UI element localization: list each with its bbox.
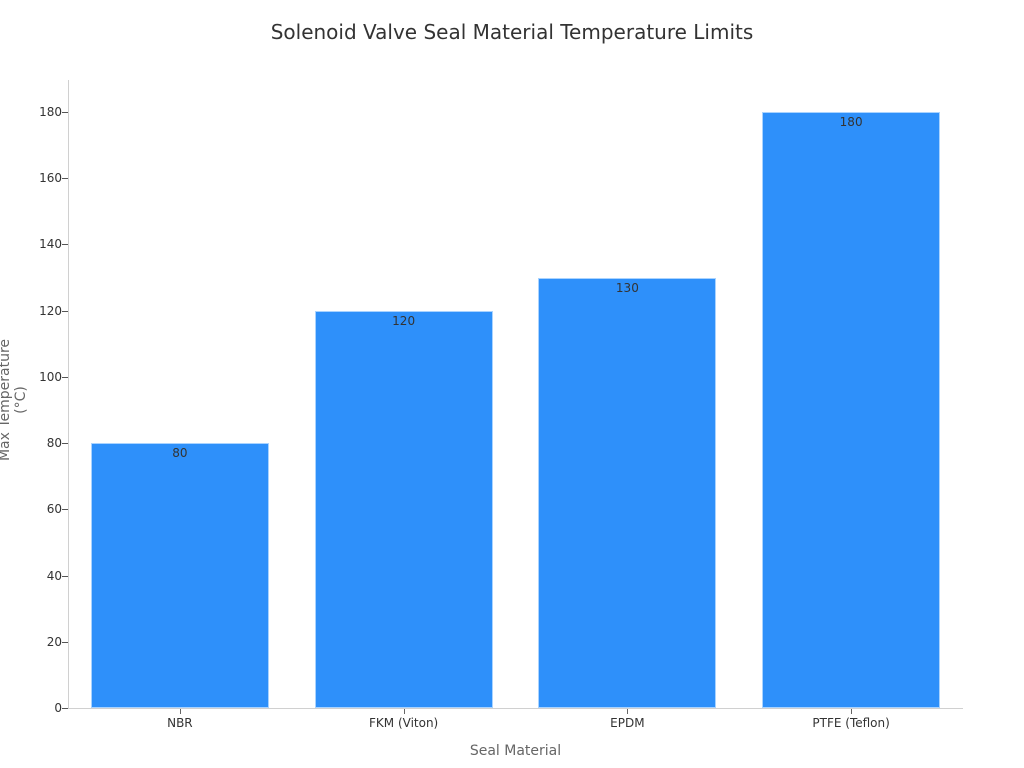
y-tick-mark — [62, 641, 68, 643]
bar — [90, 443, 269, 708]
y-tick-label: 20 — [46, 634, 62, 649]
y-tick-label: 160 — [39, 171, 62, 186]
x-tick-label: EPDM — [610, 716, 645, 730]
bar-value-label: 130 — [615, 280, 639, 295]
y-tick-label: 0 — [54, 701, 62, 715]
y-tick-mark — [62, 310, 68, 312]
bar — [314, 310, 493, 708]
bar-value-label: 180 — [839, 115, 863, 129]
bar — [762, 112, 941, 708]
bar-value-label: 80 — [172, 446, 188, 461]
x-axis-label: Seal Material — [469, 743, 562, 759]
y-axis-label: Max Temperature (°C) — [0, 338, 29, 462]
y-axis-line — [68, 80, 69, 708]
y-tick-label: 80 — [46, 436, 62, 451]
chart-title: Solenoid Valve Seal Material Temperature… — [270, 20, 754, 44]
y-tick-mark — [62, 509, 68, 511]
y-tick-mark — [62, 708, 68, 709]
y-tick-label: 180 — [39, 105, 62, 119]
x-tick-label: FKM (Viton) — [369, 716, 439, 730]
y-tick-mark — [62, 178, 68, 180]
y-tick-label: 140 — [39, 237, 62, 252]
x-tick-mark — [179, 709, 181, 714]
y-tick-mark — [62, 244, 68, 246]
x-tick-mark — [627, 709, 629, 714]
y-tick-mark — [62, 112, 68, 113]
x-tick-mark — [851, 709, 853, 714]
x-tick-mark — [403, 709, 405, 714]
bar-value-label: 120 — [392, 313, 416, 328]
x-axis-line — [68, 708, 963, 709]
y-tick-mark — [62, 376, 68, 378]
bar — [538, 277, 717, 708]
x-tick-label: NBR — [167, 716, 193, 730]
x-tick-label: PTFE (Teflon) — [812, 716, 890, 730]
y-tick-mark — [62, 575, 68, 577]
y-tick-label: 120 — [39, 303, 62, 318]
y-tick-label: 100 — [39, 369, 62, 384]
y-tick-label: 40 — [46, 568, 62, 583]
y-tick-mark — [62, 443, 68, 445]
y-tick-label: 60 — [46, 502, 62, 517]
